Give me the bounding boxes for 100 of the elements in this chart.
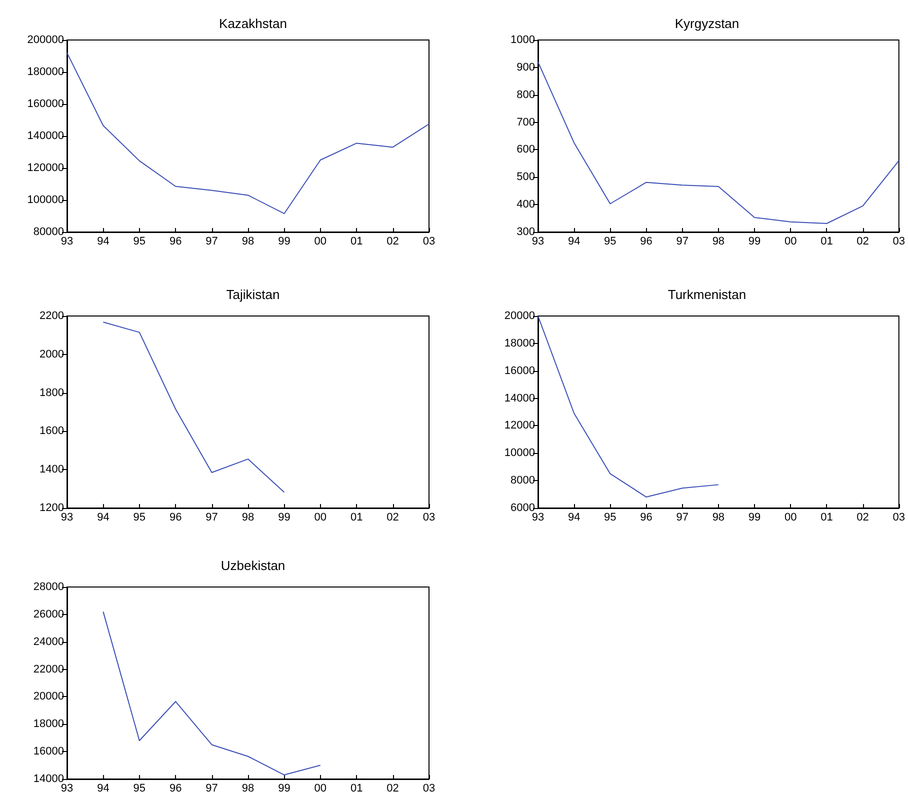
- x-tick-label: 01: [350, 236, 363, 248]
- x-tick-label: 98: [242, 782, 254, 792]
- x-tick-label: 96: [169, 236, 182, 248]
- y-tick-label: 900: [516, 61, 535, 74]
- line-series: [102, 322, 285, 493]
- x-tick-label: 97: [206, 236, 218, 248]
- x-tick-label: 98: [242, 512, 254, 524]
- y-tick-label: 18000: [504, 337, 535, 350]
- y-tick-label: 14000: [504, 392, 535, 404]
- y-tick-label: 20000: [33, 690, 64, 703]
- line-series: [538, 61, 900, 224]
- x-tick-label: 94: [568, 512, 580, 524]
- x-tick-label: 02: [856, 236, 869, 248]
- y-tick-label: 16000: [504, 364, 535, 377]
- x-tick-label: 00: [784, 512, 797, 524]
- x-tick-label: 97: [206, 512, 218, 524]
- x-tick-label: 02: [386, 782, 399, 792]
- y-tick-label: 2200: [40, 310, 64, 322]
- y-tick-label: 80000: [33, 226, 64, 238]
- x-tick-label: 97: [206, 782, 218, 792]
- x-tick-label: 94: [568, 236, 580, 248]
- y-tick-label: 140000: [27, 130, 64, 142]
- y-tick-label: 100000: [27, 194, 64, 206]
- y-tick-label: 120000: [27, 162, 64, 174]
- y-tick-label: 1600: [40, 425, 64, 438]
- line-series: [66, 52, 430, 214]
- x-tick-label: 97: [676, 236, 688, 248]
- chart-title: Kyrgyzstan: [674, 16, 740, 31]
- x-tick-label: 01: [820, 236, 833, 248]
- y-tick-label: 600: [516, 144, 535, 156]
- y-tick-label: 1400: [40, 464, 64, 476]
- y-tick-label: 6000: [510, 502, 535, 514]
- x-tick-label: 99: [748, 512, 761, 524]
- y-tick-label: 180000: [27, 66, 64, 78]
- x-tick-label: 98: [712, 236, 725, 248]
- x-tick-label: 00: [314, 782, 327, 792]
- x-tick-label: 03: [892, 512, 906, 524]
- x-tick-label: 01: [350, 782, 363, 792]
- chart-title: Tajikistan: [226, 287, 280, 302]
- x-tick-label: 03: [422, 782, 436, 792]
- line-series: [102, 611, 321, 776]
- x-tick-label: 96: [169, 512, 182, 524]
- x-tick-label: 99: [278, 782, 290, 792]
- line-series: [538, 316, 719, 498]
- x-tick-label: 02: [386, 236, 399, 248]
- x-tick-label: 94: [97, 512, 110, 524]
- x-tick-label: 03: [422, 512, 436, 524]
- y-tick-label: 800: [516, 88, 535, 101]
- x-tick-label: 99: [748, 236, 761, 248]
- x-tick-label: 03: [422, 236, 436, 248]
- y-tick-label: 1000: [510, 34, 535, 46]
- x-tick-label: 94: [97, 782, 110, 792]
- x-tick-label: 93: [532, 236, 544, 248]
- x-tick-label: 97: [676, 512, 688, 524]
- x-tick-label: 03: [892, 236, 906, 248]
- x-tick-label: 00: [784, 236, 797, 248]
- y-tick-label: 8000: [510, 474, 535, 487]
- y-tick-label: 700: [516, 116, 535, 128]
- x-tick-label: 99: [278, 236, 290, 248]
- y-tick-label: 26000: [33, 608, 64, 620]
- x-tick-label: 96: [169, 782, 182, 792]
- y-tick-label: 200000: [27, 34, 64, 46]
- x-tick-label: 02: [386, 512, 399, 524]
- y-tick-label: 160000: [27, 98, 64, 110]
- chart-title: Uzbekistan: [220, 558, 286, 573]
- chart-title: Turkmenistan: [668, 287, 746, 302]
- x-tick-label: 93: [532, 512, 544, 524]
- y-tick-label: 1200: [40, 502, 64, 514]
- x-tick-label: 93: [60, 782, 74, 792]
- x-tick-label: 93: [60, 236, 74, 248]
- y-tick-label: 20000: [504, 310, 535, 322]
- y-tick-label: 500: [516, 171, 535, 184]
- y-tick-label: 28000: [33, 581, 64, 593]
- x-tick-label: 96: [640, 512, 652, 524]
- y-tick-label: 300: [516, 226, 535, 238]
- x-tick-label: 95: [133, 782, 146, 792]
- x-tick-label: 98: [712, 512, 725, 524]
- x-tick-label: 01: [820, 512, 833, 524]
- y-tick-label: 18000: [33, 718, 64, 730]
- chart-title: Kazakhstan: [219, 16, 287, 31]
- x-tick-label: 94: [97, 236, 110, 248]
- x-tick-label: 00: [314, 512, 327, 524]
- x-tick-label: 95: [133, 512, 146, 524]
- y-tick-label: 24000: [33, 636, 64, 648]
- y-tick-label: 16000: [33, 746, 64, 758]
- y-tick-label: 400: [516, 198, 535, 211]
- y-tick-label: 12000: [504, 420, 535, 432]
- x-tick-label: 02: [856, 512, 869, 524]
- x-tick-label: 95: [604, 512, 616, 524]
- y-tick-label: 14000: [33, 773, 64, 785]
- x-tick-label: 96: [640, 236, 652, 248]
- y-tick-label: 1800: [40, 386, 64, 399]
- x-tick-label: 95: [133, 236, 146, 248]
- x-tick-label: 98: [242, 236, 254, 248]
- y-tick-label: 2000: [40, 348, 64, 360]
- x-tick-label: 01: [350, 512, 363, 524]
- x-tick-label: 99: [278, 512, 290, 524]
- y-tick-label: 10000: [504, 447, 535, 460]
- x-tick-label: 95: [604, 236, 616, 248]
- x-tick-label: 00: [314, 236, 327, 248]
